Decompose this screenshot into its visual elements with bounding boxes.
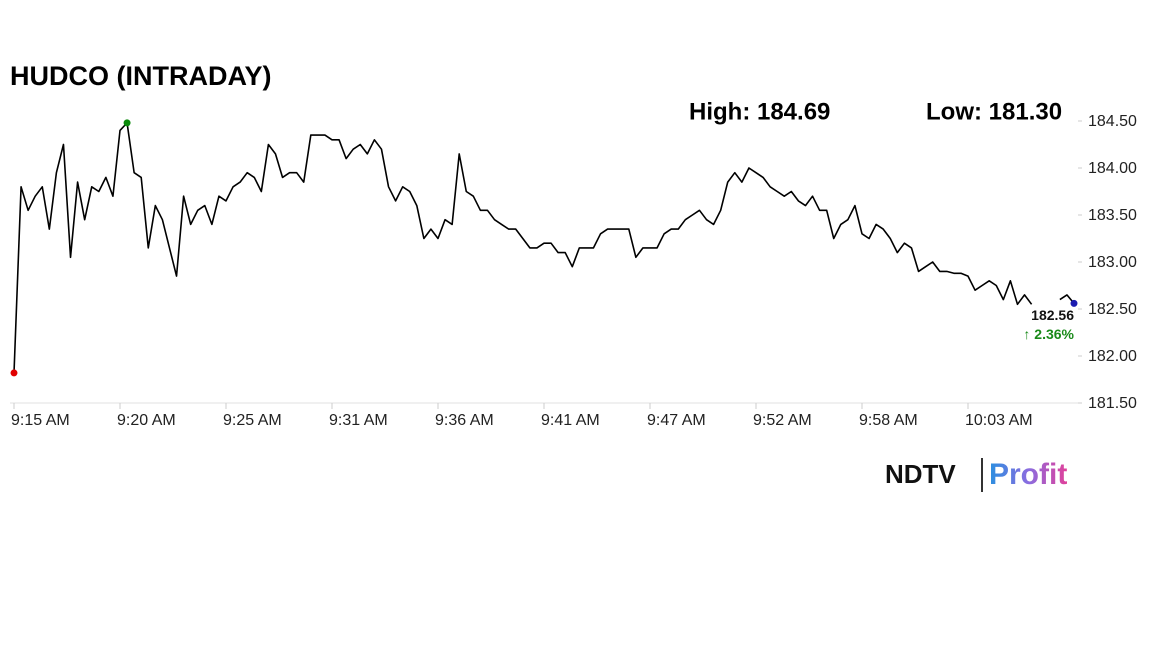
- price-line: [13, 122, 1033, 373]
- y-tick-label: 184.00: [1088, 160, 1137, 177]
- y-tick-label: 182.00: [1088, 348, 1137, 365]
- last-point: [1070, 299, 1078, 307]
- first-point: [10, 369, 18, 377]
- x-tick-label: 9:20 AM: [117, 412, 176, 429]
- x-tick-label: 9:25 AM: [223, 412, 282, 429]
- chart-title: HUDCO (INTRADAY): [10, 61, 272, 91]
- max-point: [123, 119, 131, 127]
- high-label: High: 184.69: [689, 98, 830, 125]
- x-tick-label: 9:52 AM: [753, 412, 812, 429]
- x-tick-label: 9:15 AM: [11, 412, 70, 429]
- y-tick-label: 183.50: [1088, 207, 1137, 224]
- x-tick-label: 9:58 AM: [859, 412, 918, 429]
- change-label: ↑ 2.36%: [1023, 326, 1074, 342]
- last-value-label: 182.56: [1031, 307, 1074, 323]
- x-tick-label: 10:03 AM: [965, 412, 1033, 429]
- logo-right: Profit: [989, 458, 1067, 491]
- logo-left: NDTV: [885, 459, 956, 489]
- low-label: Low: 181.30: [926, 98, 1062, 125]
- y-tick-label: 184.50: [1088, 113, 1137, 130]
- price-line: [1059, 294, 1075, 304]
- x-tick-label: 9:36 AM: [435, 412, 494, 429]
- x-tick-label: 9:31 AM: [329, 412, 388, 429]
- y-tick-label: 183.00: [1088, 254, 1137, 271]
- x-tick-label: 9:47 AM: [647, 412, 706, 429]
- y-tick-label: 182.50: [1088, 301, 1137, 318]
- y-tick-label: 181.50: [1088, 395, 1137, 412]
- x-tick-label: 9:41 AM: [541, 412, 600, 429]
